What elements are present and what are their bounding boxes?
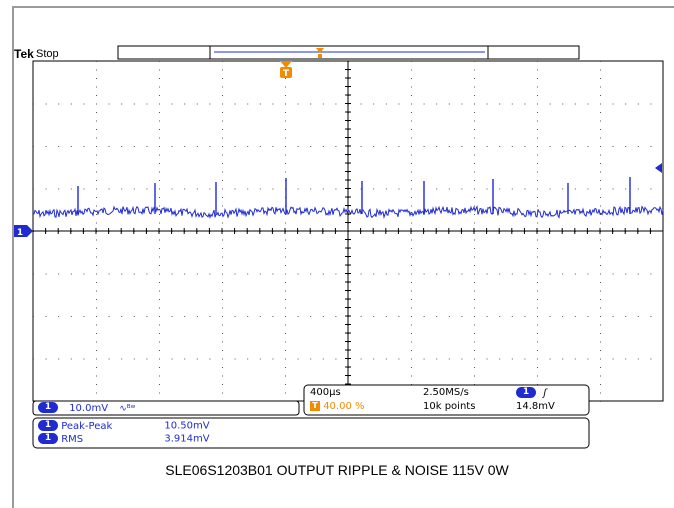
measurement-rms: 1 RMS 3.914mV (38, 433, 210, 445)
trigger-level-marker[interactable] (655, 163, 662, 173)
horizontal-scale: 400µs (310, 387, 341, 398)
sample-rate: 2.50MS/s (423, 387, 469, 398)
measurement-name: Peak-Peak (61, 420, 113, 432)
trigger-level: 14.8mV (516, 401, 555, 412)
figure-caption: SLE06S1203B01 OUTPUT RIPPLE & NOISE 115V… (165, 462, 509, 478)
channel1-ground-marker[interactable]: 1 (14, 225, 33, 238)
record-length: 10k points (423, 401, 476, 412)
graticule-center-ticks (32, 60, 651, 402)
channel1-ground-label: 1 (17, 228, 23, 238)
channel1-readout-box[interactable] (32, 400, 300, 416)
trigger-source-badge: 1 (516, 387, 536, 398)
bandwidth-limit-icon: ∿ᴮʷ (119, 403, 136, 414)
measurement-readout-box[interactable] (32, 417, 590, 449)
measurement-name: RMS (61, 433, 84, 445)
frame-left-border (12, 6, 14, 508)
waveform-spikes (77, 177, 631, 214)
measurement-peak-peak: 1 Peak-Peak 10.50mV (38, 420, 210, 432)
measurement-badge: 1 (38, 420, 58, 431)
rising-edge-icon: ʃ (543, 387, 547, 399)
trigger-position-value: 40.00 % (323, 401, 365, 412)
trigger-source-readout: 1 ʃ (516, 387, 547, 399)
brand-logo: Tek (14, 47, 34, 61)
record-trigger-marker (316, 48, 324, 53)
trigger-position-marker[interactable]: T (280, 61, 292, 79)
trigger-marker-label: T (283, 69, 290, 79)
channel1-badge: 1 (38, 402, 58, 413)
measurement-value: 10.50mV (164, 420, 210, 432)
trigger-position-readout: T 40.00 % (310, 401, 365, 412)
channel1-waveform (32, 204, 664, 220)
channel1-readout: 1 10.0mV ∿ᴮʷ (38, 402, 135, 414)
channel1-scale: 10.0mV (69, 402, 109, 414)
trigger-position-badge: T (310, 401, 320, 411)
frame-top-border (12, 6, 674, 8)
record-trigger-stem (318, 54, 322, 58)
measurement-badge: 1 (38, 433, 58, 444)
measurement-value: 3.914mV (164, 433, 210, 445)
acquisition-state: Stop (36, 48, 59, 60)
